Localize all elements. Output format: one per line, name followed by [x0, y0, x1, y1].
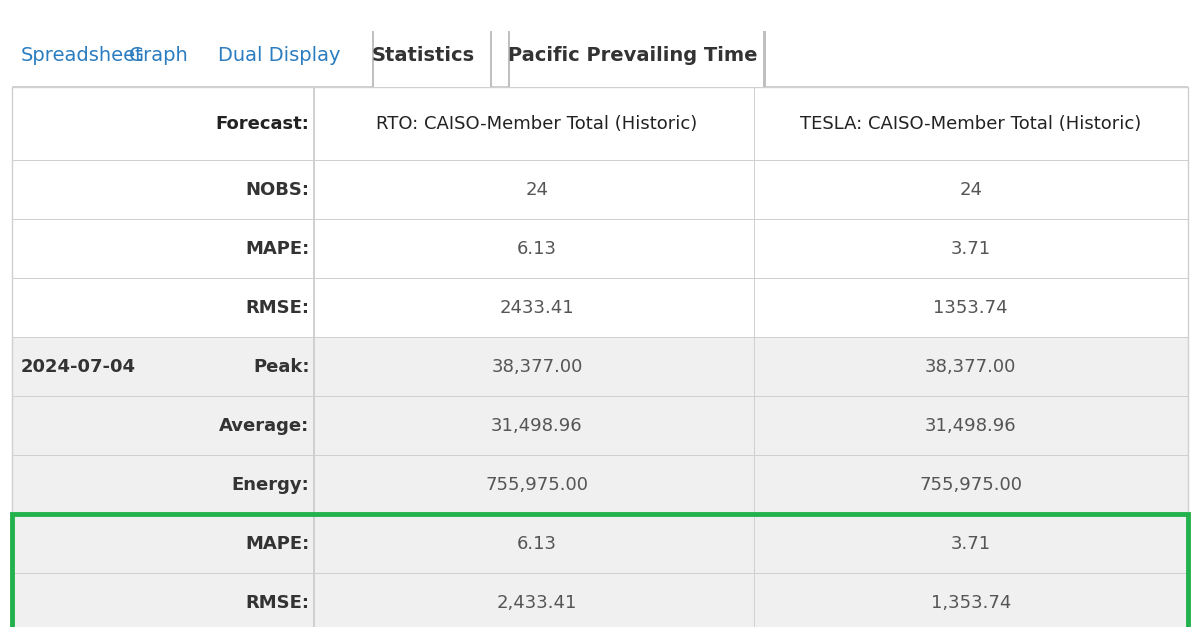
Text: 2433.41: 2433.41 [499, 299, 575, 317]
Text: 1353.74: 1353.74 [934, 299, 1008, 317]
Text: 755,975.00: 755,975.00 [919, 476, 1022, 493]
Text: 24: 24 [526, 181, 548, 199]
Text: 38,377.00: 38,377.00 [925, 358, 1016, 376]
Text: 2,433.41: 2,433.41 [497, 594, 577, 611]
Text: Peak:: Peak: [253, 358, 310, 376]
Text: RTO: CAISO-Member Total (Historic): RTO: CAISO-Member Total (Historic) [377, 115, 697, 132]
Text: Pacific Prevailing Time: Pacific Prevailing Time [508, 46, 757, 65]
Text: MAPE:: MAPE: [245, 535, 310, 552]
Text: 24: 24 [959, 181, 983, 199]
Text: 1,353.74: 1,353.74 [931, 594, 1010, 611]
Text: MAPE:: MAPE: [245, 240, 310, 258]
Text: 3.71: 3.71 [950, 240, 991, 258]
Text: TESLA: CAISO-Member Total (Historic): TESLA: CAISO-Member Total (Historic) [800, 115, 1141, 132]
Text: RMSE:: RMSE: [246, 594, 310, 611]
Text: RMSE:: RMSE: [246, 299, 310, 317]
Text: 38,377.00: 38,377.00 [491, 358, 583, 376]
Text: NOBS:: NOBS: [246, 181, 310, 199]
Text: 755,975.00: 755,975.00 [486, 476, 588, 493]
Text: Average:: Average: [220, 417, 310, 435]
Text: 6.13: 6.13 [517, 535, 557, 552]
Text: Forecast:: Forecast: [216, 115, 310, 132]
Text: Dual Display: Dual Display [218, 46, 341, 65]
Text: 2024-07-04: 2024-07-04 [20, 358, 136, 376]
Text: 31,498.96: 31,498.96 [491, 417, 583, 435]
Text: Spreadsheet: Spreadsheet [20, 46, 143, 65]
Text: Statistics: Statistics [372, 46, 475, 65]
Text: 31,498.96: 31,498.96 [925, 417, 1016, 435]
Text: Energy:: Energy: [232, 476, 310, 493]
Text: 6.13: 6.13 [517, 240, 557, 258]
Text: Graph: Graph [128, 46, 188, 65]
Text: 3.71: 3.71 [950, 535, 991, 552]
